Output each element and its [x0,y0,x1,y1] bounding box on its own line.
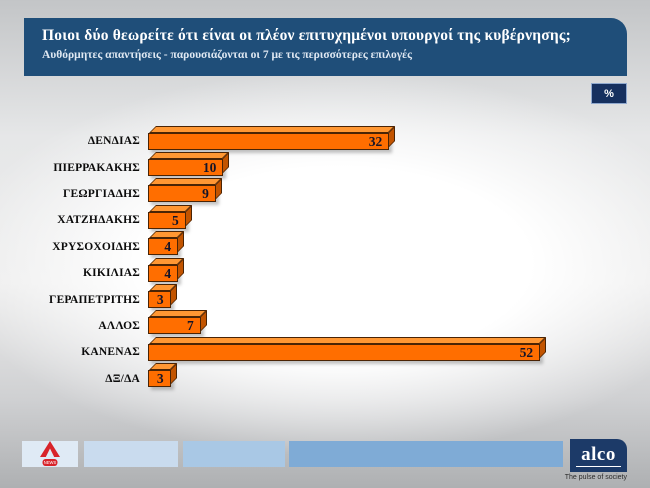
bar-track: 10 [148,159,590,177]
chart-row: ΚΑΝΕΝΑΣ 52 [30,339,590,365]
question-title: Ποιοι δύο θεωρείτε ότι είναι οι πλέον επ… [42,27,572,44]
category-label: ΓΕΡΑΠΕΤΡΙΤΗΣ [49,293,140,306]
bar-value-label: 9 [202,186,209,202]
bar-value-label: 52 [519,344,534,360]
bar-track: 5 [148,211,590,229]
bar: 9 [148,185,216,203]
bar-track: 52 [148,343,590,361]
bar: 4 [148,238,179,256]
category-label: ΧΡΥΣΟΧΟΙΔΗΣ [52,240,140,253]
bar-value-label: 4 [164,239,172,255]
bar-value-label: 3 [156,292,164,308]
bar-value-label: 7 [187,318,194,334]
bar: 10 [148,159,224,177]
bar-value-label: 3 [156,371,164,387]
question-subtitle: Αυθόρμητες απαντήσεις - παρουσιάζονται ο… [42,49,412,61]
category-label: ΚΑΝΕΝΑΣ [81,346,140,359]
chart-row: ΓΕΡΑΠΕΤΡΙΤΗΣ 3 [30,286,590,312]
bar: 3 [148,291,171,309]
footer-bar-4 [289,441,563,467]
question-header: Ποιοι δύο θεωρείτε ότι είναι οι πλέον επ… [24,18,627,76]
bar: 5 [148,211,186,229]
bar-chart: ΔΕΝΔΙΑΣ 32 ΠΙΕΡΡΑΚΑΚΗΣ 10 ΓΕΩΡΓΙΑΔΗΣ 9 ΧΑΤΖΗΔΑ… [30,128,590,392]
chart-row: ΚΙΚΙΛΙΑΣ 4 [30,260,590,286]
percent-unit-badge: % [591,83,627,104]
bar-track: 3 [148,370,590,388]
chart-row: ΧΑΤΖΗΔΑΚΗΣ 5 [30,207,590,233]
bar: 52 [148,343,541,361]
bar: 3 [148,370,171,388]
percent-unit-label: % [604,87,614,100]
bar: 7 [148,317,201,335]
category-label: ΚΙΚΙΛΙΑΣ [83,267,140,280]
alco-underline [576,465,621,467]
bar-value-label: 4 [164,265,172,281]
bar-track: 9 [148,185,590,203]
alco-brand-name: alco [581,443,616,465]
bar: 4 [148,264,179,282]
chart-row: ΠΙΕΡΡΑΚΑΚΗΣ 10 [30,154,590,180]
svg-text:NEWS: NEWS [44,460,57,465]
category-label: ΔΕΝΔΙΑΣ [87,135,140,148]
chart-row: ΔΕΝΔΙΑΣ 32 [30,128,590,154]
category-label: ΠΙΕΡΡΑΚΑΚΗΣ [53,161,140,174]
footer-bar-2 [84,441,178,467]
chart-row: ΧΡΥΣΟΧΟΙΔΗΣ 4 [30,234,590,260]
alco-tagline: The pulse of society [564,474,627,481]
chart-row: ΓΕΩΡΓΙΑΔΗΣ 9 [30,181,590,207]
bar: 32 [148,132,390,150]
footer-bar-3 [183,441,285,467]
category-label: ΓΕΩΡΓΙΑΔΗΣ [63,187,140,200]
alpha-a-icon: NEWS [40,441,60,466]
alco-logo: alco [570,439,627,472]
bar-track: 4 [148,264,590,282]
category-label: ΧΑΤΖΗΔΑΚΗΣ [57,214,140,227]
alpha-tv-news-logo: NEWS [22,441,78,467]
bar-track: 4 [148,238,590,256]
category-label: ΑΛΛΟΣ [98,319,140,332]
bar-track: 32 [148,132,590,150]
chart-row: ΑΛΛΟΣ 7 [30,313,590,339]
bar-track: 3 [148,291,590,309]
bar-value-label: 32 [368,133,383,149]
category-label: ΔΞ/ΔΑ [105,372,140,385]
bar-value-label: 5 [171,212,179,228]
bar-track: 7 [148,317,590,335]
bar-value-label: 10 [202,160,217,176]
chart-row: ΔΞ/ΔΑ 3 [30,366,590,392]
